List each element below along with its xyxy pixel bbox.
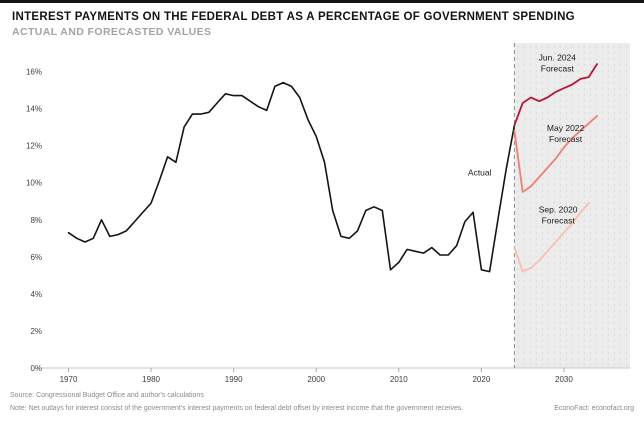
annotation-sep-2020: Sep. 2020: [539, 204, 578, 214]
series-line-sep-2020: [513, 202, 590, 273]
y-tick-label: 8%: [30, 216, 42, 225]
x-tick-label: 2020: [472, 375, 490, 384]
x-tick-label: 2000: [307, 375, 325, 384]
y-tick-label: 12%: [26, 142, 42, 151]
brand-credit: EconoFact: econofact.org: [554, 405, 634, 412]
x-tick-label: 2030: [555, 375, 573, 384]
chart-canvas: 0% 2% 4% 6% 8% 10% 12% 14% 16% 1970 1980 1990 2000 20…: [26, 43, 630, 384]
footnote: Note: Net outlays for interest consist o…: [10, 405, 464, 412]
annotation-may-2022: May 2022: [547, 123, 585, 133]
source-note: Source: Congressional Budget Office and …: [10, 392, 204, 399]
x-tick-label: 1980: [142, 375, 160, 384]
series-line-may-2022: [513, 115, 598, 193]
y-tick-label: 16%: [26, 68, 42, 77]
chart-subtitle: ACTUAL AND FORECASTED VALUES: [12, 26, 212, 38]
annotation-jun-2024: Forecast: [541, 63, 575, 73]
y-tick-label: 14%: [26, 105, 42, 114]
annotation-actual: Actual: [468, 167, 492, 177]
series-line-actual: [67, 81, 516, 273]
y-tick-label: 2%: [30, 327, 42, 336]
x-tick-label: 1970: [60, 375, 78, 384]
x-tick-label: 1990: [225, 375, 243, 384]
y-tick-label: 10%: [26, 179, 42, 188]
annotation-jun-2024: Jun. 2024: [539, 52, 577, 62]
annotation-may-2022: Forecast: [549, 134, 583, 144]
annotation-sep-2020: Forecast: [542, 215, 576, 225]
y-tick-label: 4%: [30, 290, 42, 299]
forecast-region: [514, 43, 630, 368]
chart-title: INTEREST PAYMENTS ON THE FEDERAL DEBT AS…: [12, 11, 575, 23]
x-tick-label: 2010: [390, 375, 408, 384]
y-tick-label: 6%: [30, 253, 42, 262]
y-tick-label: 0%: [30, 364, 42, 373]
series-line-jun-2024: [513, 63, 598, 127]
